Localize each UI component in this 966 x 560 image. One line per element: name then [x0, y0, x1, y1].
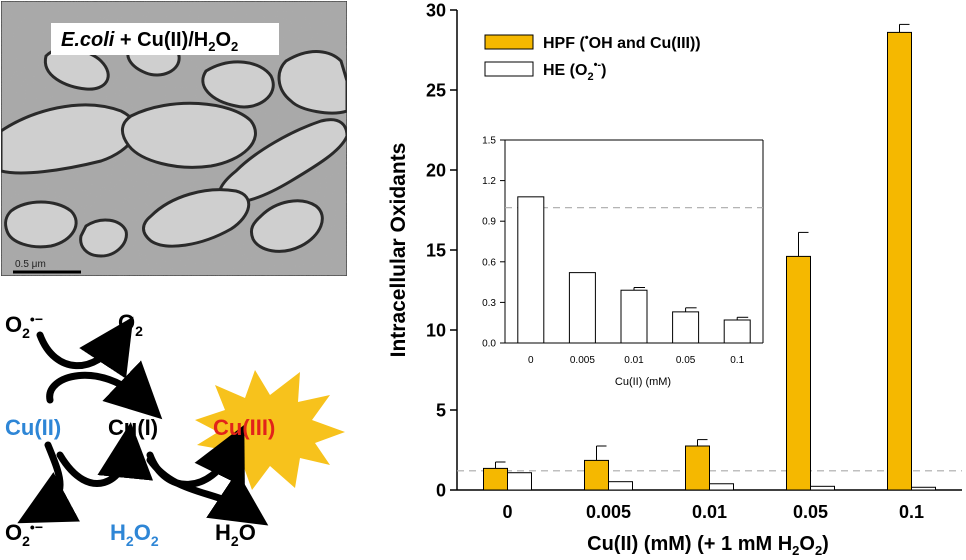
y-tick-label: 5: [436, 400, 446, 420]
inset-x-tick-label: 0.05: [676, 355, 696, 366]
y-tick-label: 10: [426, 320, 446, 340]
inset-y-tick-label: 0.9: [482, 217, 496, 228]
inset-x-tick-label: 0.005: [570, 355, 595, 366]
y-axis-label: Intracellular Oxidants: [387, 143, 410, 358]
arrow-h2o2-to-cu1: [56, 422, 154, 487]
reaction-mechanism: O2•− O2 Cu(II) Cu(I) Cu(III) O2•− H2O2 H…: [5, 310, 345, 549]
cu3-label: Cu(III): [213, 415, 275, 440]
bar-he: [911, 486, 936, 491]
legend-label-he: HE (O2•-): [543, 59, 606, 83]
y-tick-label: 25: [426, 80, 446, 100]
bar-he: [810, 485, 835, 491]
x-tick-label: 0.005: [586, 502, 631, 522]
inset-y-tick-label: 0.0: [482, 339, 496, 350]
arrow-cu2-to-o2rad: [17, 441, 80, 524]
legend-swatch-he: [484, 61, 534, 77]
cu2-label: Cu(II): [5, 415, 61, 440]
arrow-o2rad-to-o2: [36, 316, 134, 379]
arrow-cu1-to-cu3: [146, 424, 245, 488]
inset-y-tick-label: 1.5: [482, 136, 496, 147]
x-tick-label: 0.05: [793, 502, 828, 522]
o2-radical-top: O2•−: [5, 311, 43, 341]
bar-he: [507, 472, 532, 491]
legend-label-hpf: HPF (•OH and Cu(III)): [543, 32, 701, 52]
bar-hpf: [483, 467, 508, 491]
h2o2-label: H2O2: [110, 520, 159, 549]
inset-y-tick-label: 1.2: [482, 176, 496, 187]
x-tick-label: 0.1: [899, 502, 924, 522]
inset-bar-he: [620, 289, 648, 344]
x-axis-label: Cu(II) (mM) (+ 1 mM H2O2): [587, 533, 829, 558]
x-tick-label: 0: [502, 502, 512, 522]
bar-he: [608, 481, 633, 491]
main-plot-area: 0 5 10 15 20 25 30 0 0.005 0.01 0.05 0.1: [426, 0, 962, 522]
caption-box: [51, 23, 279, 55]
cu1-label: Cu(I): [108, 415, 158, 440]
scale-bar-label: 0.5 μm: [15, 259, 46, 270]
inset-plot-area: 0.0 0.3 0.6 0.9 1.2 1.5 0 0.005 0.01 0.05 0.1: [482, 136, 764, 366]
inset-bar-he: [517, 196, 545, 344]
inset-x-axis-label: Cu(II) (mM): [615, 376, 671, 388]
inset-x-tick-label: 0.01: [624, 355, 644, 366]
inset-bar-he: [568, 272, 596, 344]
bar-hpf: [584, 459, 609, 491]
inset-x-tick-label: 0: [528, 355, 534, 366]
arrow-cu2-to-cu1: [46, 360, 163, 420]
h2o-label: H2O: [215, 520, 256, 549]
y-tick-label: 0: [436, 480, 446, 500]
bar-he: [709, 483, 734, 491]
bacteria-cells: [1, 33, 347, 258]
inset-x-tick-label: 0.1: [730, 355, 744, 366]
o2-top: O2: [118, 310, 143, 339]
o2-radical-bottom: O2•−: [5, 519, 43, 549]
inset-bar-he: [723, 319, 751, 344]
x-tick-label: 0.01: [692, 502, 727, 522]
legend-swatch-hpf: [484, 34, 534, 50]
tem-micrograph: E.coli + Cu(II)/H2O2 0.5 μm: [1, 1, 347, 276]
oxidants-bar-chart: 0 5 10 15 20 25 30 0 0.005 0.01 0.05 0.1 Intracellu…: [387, 0, 962, 558]
inset-bar-he: [672, 311, 700, 344]
inset-y-tick-label: 0.6: [482, 257, 496, 268]
bar-hpf: [786, 255, 811, 491]
micrograph-caption: E.coli + Cu(II)/H2O2: [61, 29, 238, 54]
y-tick-label: 20: [426, 160, 446, 180]
y-tick-label: 15: [426, 240, 446, 260]
bar-hpf: [887, 31, 912, 491]
bar-hpf: [685, 445, 710, 491]
arrow-h2o2-to-h2o: [146, 456, 269, 526]
legend: HPF (•OH and Cu(III)) HE (O2•-): [484, 32, 701, 83]
inset-y-tick-label: 0.3: [482, 298, 496, 309]
y-tick-label: 30: [426, 0, 446, 20]
